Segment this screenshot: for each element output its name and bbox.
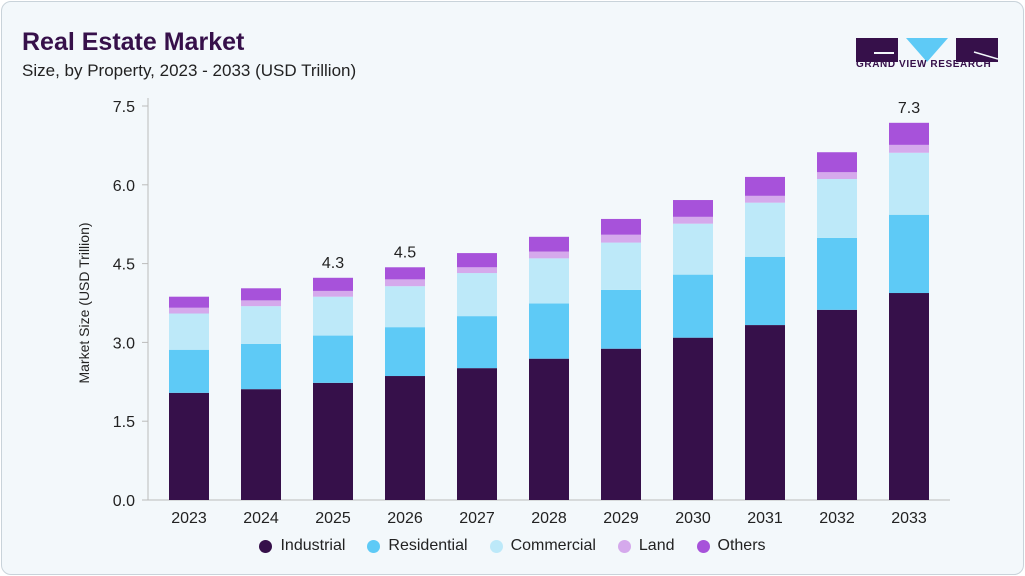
bar-segment-commercial [241,306,281,344]
bar-segment-residential [457,316,497,369]
bar-segment-commercial [385,286,425,328]
bar-segment-others [169,296,209,308]
bar-segment-land [457,267,497,274]
y-tick-label: 1.5 [113,414,135,431]
legend-dot-icon [259,539,273,553]
bar-segment-industrial [817,309,857,500]
bar-segment-land [313,290,353,297]
bar-segment-others [745,176,785,196]
x-tick-label: 2031 [747,510,783,527]
legend-label: Land [638,537,675,554]
legend-item-industrial: Industrial [259,537,345,555]
data-label: 4.3 [322,255,344,272]
bar-segment-land [673,216,713,224]
bar-segment-industrial [601,348,641,500]
bar-segment-commercial [529,258,569,304]
bar-segment-others [673,200,713,217]
bar-segment-others [817,152,857,173]
bar-segment-land [601,234,641,243]
bar-segment-others [601,218,641,235]
bar-segment-land [889,144,929,153]
bar-segment-commercial [169,313,209,350]
bar-segment-residential [169,349,209,393]
bar-segment-commercial [817,179,857,238]
bar-segment-industrial [457,368,497,500]
x-tick-label: 2029 [603,510,639,527]
legend-label: Others [717,537,766,554]
legend-label: Residential [388,537,468,554]
y-axis-label: Market Size (USD Trillion) [76,222,92,383]
chart-title: Real Estate Market [22,28,245,56]
legend-dot-icon [367,539,381,553]
data-label: 4.5 [394,244,416,261]
legend-dot-icon [617,539,631,553]
bar-segment-residential [241,343,281,390]
legend-label: Commercial [510,537,596,554]
legend-label: Industrial [280,537,346,554]
x-tick-label: 2027 [459,510,495,527]
bar-segment-commercial [745,202,785,257]
x-tick-label: 2032 [819,510,855,527]
legend-dot-icon [489,539,503,553]
bar-segment-residential [673,274,713,338]
x-tick-label: 2024 [243,510,279,527]
bar-segment-land [745,195,785,203]
bar-segment-residential [817,237,857,310]
bar-segment-industrial [889,293,929,500]
bar-segment-commercial [457,273,497,317]
bar-segment-land [241,300,281,307]
legend-item-land: Land [617,537,675,555]
bar-segment-industrial [241,389,281,500]
legend-item-residential: Residential [367,537,468,555]
bar-segment-industrial [385,376,425,500]
bar-segment-others [241,288,281,301]
x-tick-label: 2023 [171,510,207,527]
y-tick-label: 0.0 [113,493,135,510]
bar-segment-commercial [889,152,929,215]
bar-segment-others [889,122,929,145]
bar-segment-others [529,236,569,252]
bar-segment-land [169,307,209,314]
bar-segment-land [817,172,857,180]
bar-segment-commercial [601,242,641,290]
x-tick-label: 2025 [315,510,351,527]
legend: Industrial Residential Commercial Land Other… [0,537,1025,555]
bar-segment-others [313,277,353,291]
x-tick-label: 2033 [891,510,927,527]
bar-segment-others [385,267,425,280]
bar-segment-residential [313,335,353,383]
x-tick-label: 2026 [387,510,423,527]
bar-segment-residential [889,214,929,294]
bar-segment-industrial [169,392,209,500]
chart-subtitle: Size, by Property, 2023 - 2033 (USD Tril… [22,61,357,80]
legend-item-commercial: Commercial [489,537,596,555]
bar-segment-industrial [529,358,569,500]
bar-segment-others [457,253,497,268]
x-tick-label: 2030 [675,510,711,527]
legend-item-others: Others [696,537,766,555]
grand-view-research-logo [856,38,998,62]
bar-segment-land [529,251,569,259]
data-label: 7.3 [898,100,920,117]
bar-segment-residential [529,303,569,359]
logo-text: GRAND VIEW RESEARCH [856,59,992,70]
bar-segment-residential [601,289,641,349]
bar-segment-industrial [673,337,713,500]
bar-segment-residential [385,327,425,377]
bar-segment-residential [745,256,785,326]
y-tick-label: 6.0 [113,178,135,195]
bar-segment-commercial [313,296,353,336]
y-tick-label: 3.0 [113,335,135,352]
y-tick-label: 7.5 [113,99,135,116]
y-tick-label: 4.5 [113,257,135,274]
bar-segment-industrial [313,382,353,500]
bar-segment-land [385,279,425,287]
x-tick-label: 2028 [531,510,567,527]
bar-segment-industrial [745,325,785,500]
bar-segment-commercial [673,223,713,275]
legend-dot-icon [696,539,710,553]
